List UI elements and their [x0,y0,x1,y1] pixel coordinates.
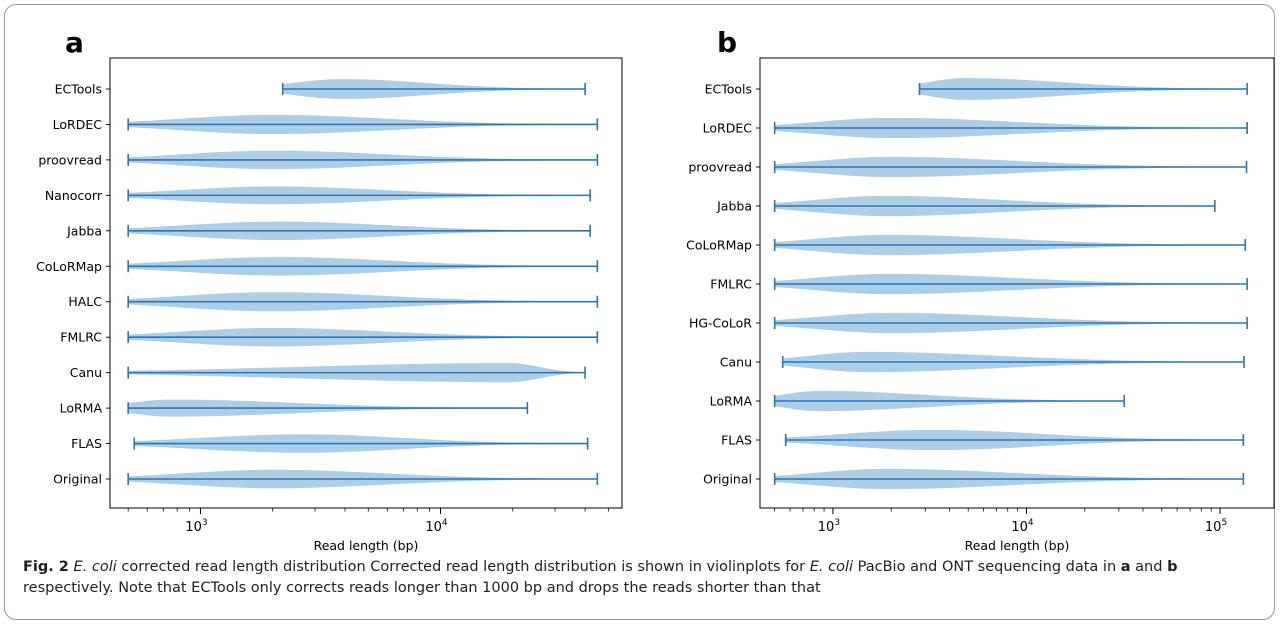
violin-ectools: ECTools [55,79,586,99]
violin-hg-color: HG-CoLoR [689,312,1248,334]
caption-and: and [1130,559,1168,575]
y-tick-label: FLAS [71,436,102,451]
y-tick-label: Canu [70,365,102,380]
plot-area [109,57,623,509]
violin-original: Original [53,469,599,489]
violin-colormap: CoLoRMap [36,257,599,276]
violin-lordec: LoRDEC [53,114,599,134]
y-tick-label: LoRMA [60,401,103,416]
violin-lordec: LoRDEC [703,117,1248,139]
y-tick-label: LoRDEC [703,121,753,136]
y-tick-label: Jabba [716,199,752,214]
caption-species-2: E. coli [809,559,854,575]
x-minor-ticks [774,508,1212,512]
y-tick-label: Original [53,472,102,487]
y-tick-label: Nanocorr [45,188,103,203]
y-tick-label: Jabba [66,223,102,238]
violin-canu: Canu [70,363,586,383]
x-tick-label: 103 [185,518,207,535]
violin-original: Original [703,468,1245,490]
violin-fmlrc: FMLRC [60,328,599,347]
violin-flas: FLAS [721,429,1245,451]
panel-label: b [717,26,737,59]
y-tick-label: FMLRC [710,277,752,292]
violin-halc: HALC [68,292,599,312]
x-tick-label: 105 [1205,518,1227,535]
caption-title-rest: corrected read length distribution Corre… [116,559,810,575]
x-tick-label: 103 [818,518,840,535]
violin-canu: Canu [720,351,1245,373]
violin-jabba: Jabba [716,195,1216,217]
figure-canvas: a ECTools LoRDEC proovread Nanocorr Jabba CoLo… [36,26,1275,553]
caption-label-b: b [1167,559,1178,575]
violin-lorma: LoRMA [710,390,1126,412]
figure-caption: Fig. 2 E. coli corrected read length dis… [23,557,1258,599]
y-tick-label: ECTools [705,82,752,97]
plot-area [759,57,1275,509]
panel-label: a [65,26,84,59]
violin-ectools: ECTools [705,78,1248,100]
x-axis-label: Read length (bp) [965,538,1070,553]
x-tick-label: 104 [1011,518,1034,535]
caption-body-2: respectively. Note that ECTools only cor… [23,580,821,596]
violin-jabba: Jabba [66,221,591,240]
x-minor-ticks [127,508,609,512]
caption-body-1: PacBio and ONT sequencing data in [853,559,1121,575]
violin-proovread: proovread [688,156,1248,178]
y-tick-label: FMLRC [60,330,102,345]
y-tick-label: Canu [720,355,752,370]
y-tick-label: HALC [68,294,102,309]
panel-a: a ECTools LoRDEC proovread Nanocorr Jabba CoLo… [36,26,623,553]
x-axis-label: Read length (bp) [314,538,419,553]
violin-proovread: proovread [38,150,599,170]
y-tick-label: ECTools [55,82,102,97]
y-tick-label: CoLoRMap [686,238,752,253]
violin-lorma: LoRMA [60,399,529,417]
violin-nanocorr: Nanocorr [45,186,591,205]
y-tick-label: LoRDEC [53,117,103,132]
y-tick-label: Original [703,472,752,487]
y-tick-label: HG-CoLoR [689,316,752,331]
caption-species: E. coli [73,559,117,575]
y-tick-label: FLAS [721,433,752,448]
caption-figure-label: Fig. 2 [23,559,69,575]
violin-flas: FLAS [71,434,589,453]
panel-b: b ECTools LoRDEC proovread Jabba CoLoRMap FMLR… [686,26,1275,553]
y-tick-label: LoRMA [710,394,753,409]
x-tick-label: 104 [425,518,448,535]
y-tick-label: proovread [38,152,102,167]
caption-label-a: a [1120,559,1131,575]
violin-fmlrc: FMLRC [710,273,1248,295]
y-tick-label: proovread [688,160,752,175]
y-tick-label: CoLoRMap [36,259,102,274]
violin-colormap: CoLoRMap [686,234,1247,256]
